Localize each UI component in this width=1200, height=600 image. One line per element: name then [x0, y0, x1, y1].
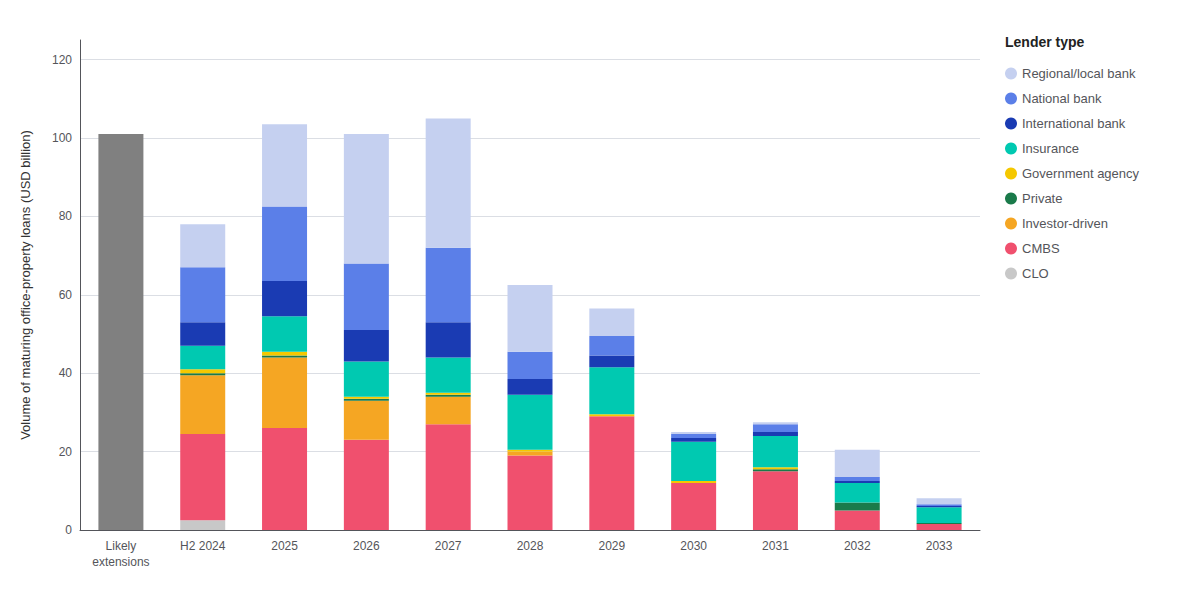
svg-text:Lender type: Lender type	[1005, 34, 1085, 50]
svg-text:Government agency: Government agency	[1022, 166, 1140, 181]
svg-text:2030: 2030	[680, 539, 707, 553]
svg-text:CLO: CLO	[1022, 266, 1049, 281]
svg-text:20: 20	[59, 445, 73, 459]
svg-text:2032: 2032	[844, 539, 871, 553]
svg-text:CMBS: CMBS	[1022, 241, 1060, 256]
svg-text:International bank: International bank	[1022, 116, 1126, 131]
svg-text:2027: 2027	[435, 539, 462, 553]
svg-text:2031: 2031	[762, 539, 789, 553]
svg-text:2026: 2026	[353, 539, 380, 553]
svg-text:100: 100	[52, 131, 72, 145]
svg-text:60: 60	[59, 288, 73, 302]
svg-text:Likely: Likely	[106, 539, 137, 553]
svg-text:2025: 2025	[271, 539, 298, 553]
svg-text:0: 0	[65, 523, 72, 537]
svg-text:Private: Private	[1022, 191, 1062, 206]
svg-text:Volume of maturing office-prop: Volume of maturing office-property loans…	[18, 130, 33, 440]
svg-text:H2 2024: H2 2024	[180, 539, 226, 553]
svg-text:120: 120	[52, 53, 72, 67]
svg-text:2029: 2029	[598, 539, 625, 553]
svg-text:Insurance: Insurance	[1022, 141, 1079, 156]
svg-text:2028: 2028	[517, 539, 544, 553]
svg-text:2033: 2033	[926, 539, 953, 553]
svg-text:40: 40	[59, 366, 73, 380]
svg-text:National bank: National bank	[1022, 91, 1102, 106]
svg-text:Regional/local bank: Regional/local bank	[1022, 66, 1136, 81]
svg-text:extensions: extensions	[92, 555, 149, 569]
svg-text:Investor-driven: Investor-driven	[1022, 216, 1108, 231]
svg-text:80: 80	[59, 209, 73, 223]
